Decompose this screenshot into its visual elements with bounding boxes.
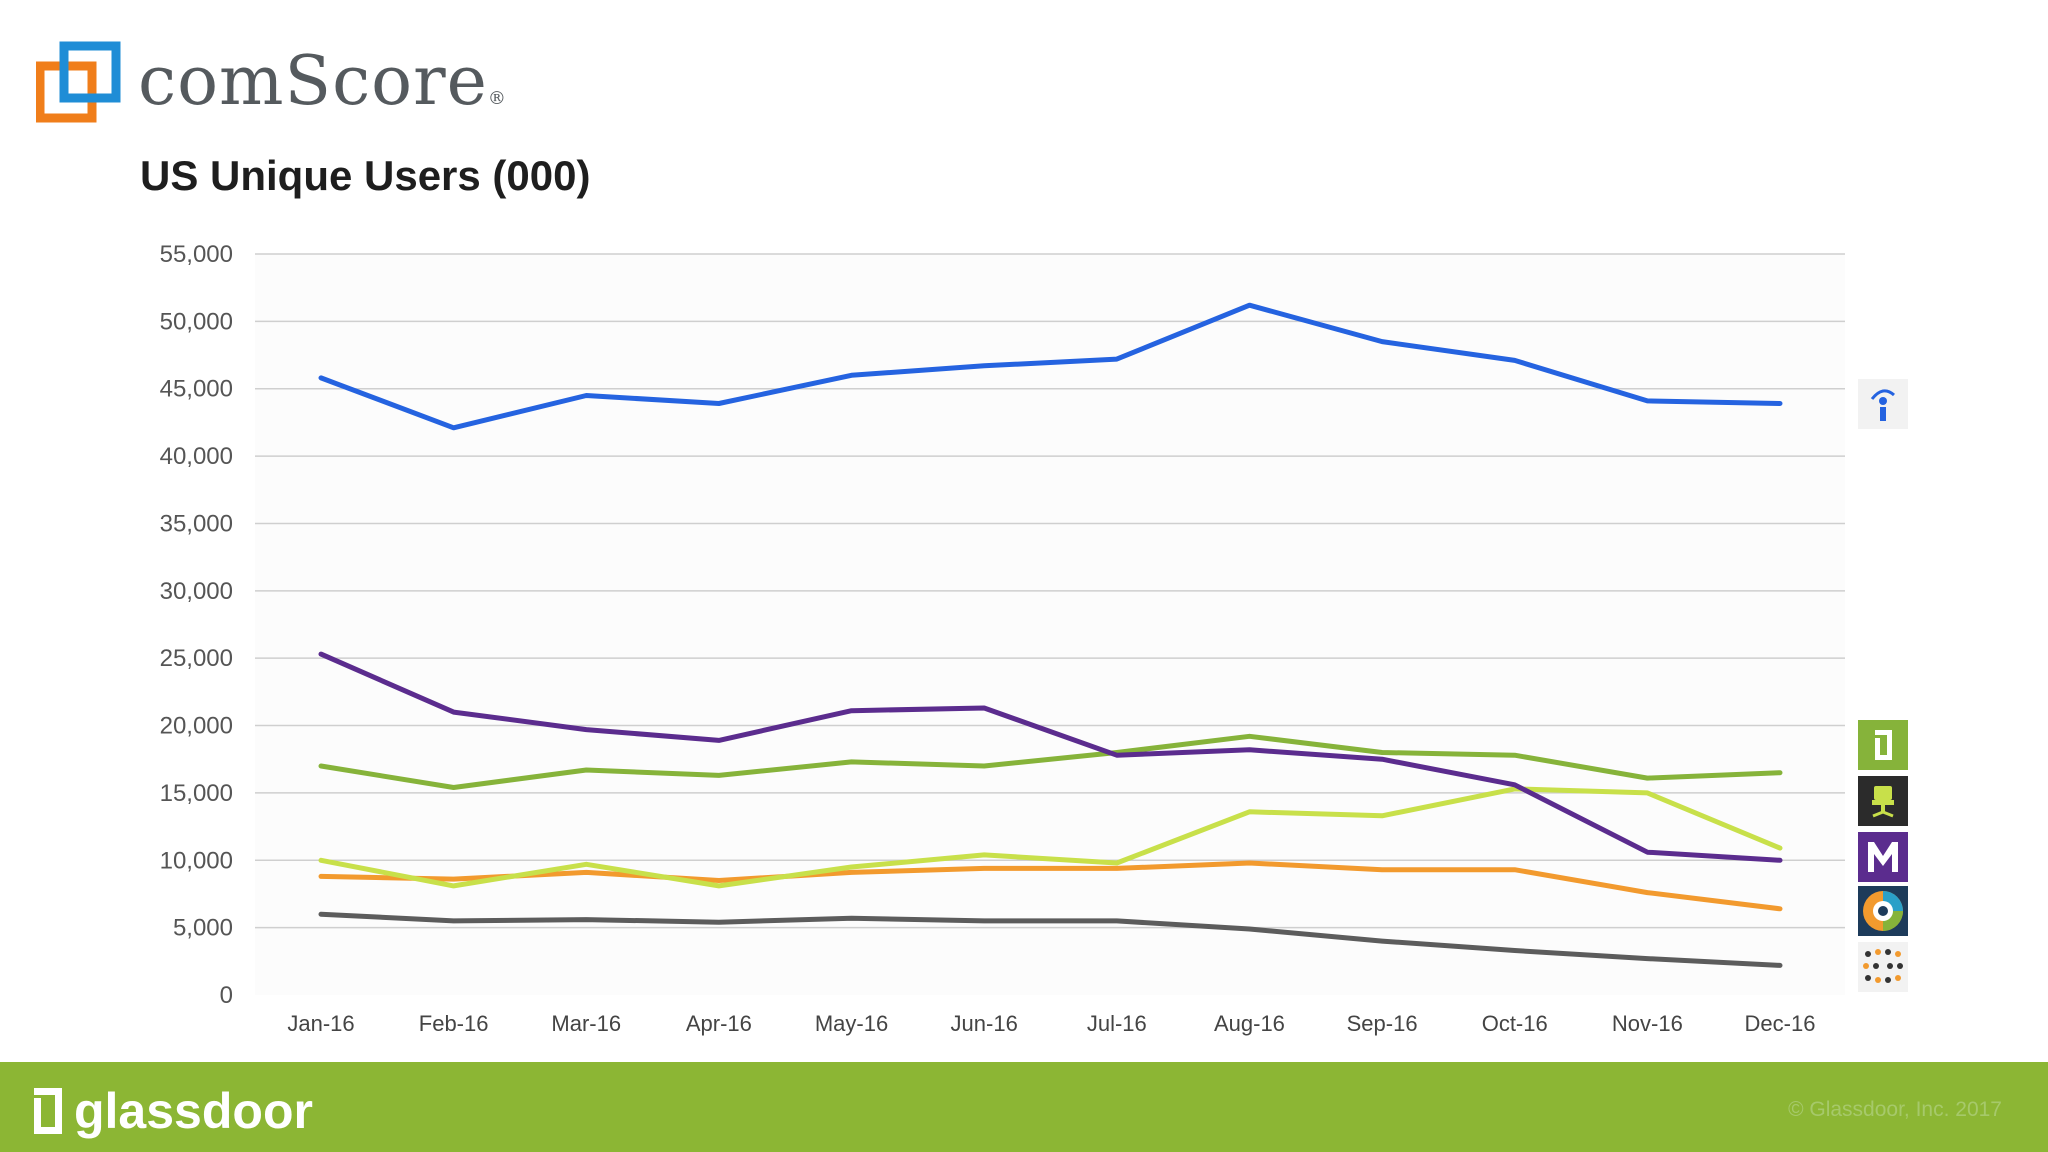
series-line-ziprecruiter — [318, 911, 1783, 968]
glassdoor-wordmark: glassdoor — [74, 1083, 313, 1139]
x-tick-label: Jan-16 — [287, 1011, 354, 1036]
y-tick-label: 45,000 — [160, 376, 233, 403]
monster-icon — [1858, 832, 1908, 882]
x-tick-label: May-16 — [815, 1011, 888, 1036]
careerbuilder-icon — [1858, 776, 1908, 826]
series-line-careerbuilder-circle — [318, 860, 1783, 912]
y-tick-label: 55,000 — [160, 241, 233, 268]
y-tick-label: 25,000 — [160, 645, 233, 672]
series-lines — [318, 302, 1783, 968]
glassdoor-logo: glassdoor — [30, 1082, 313, 1140]
y-tick-label: 10,000 — [160, 847, 233, 874]
x-tick-label: Dec-16 — [1745, 1011, 1816, 1036]
x-axis: Jan-16 Feb-16 Mar-16 Apr-16 May-16 Jun-16 Jul-… — [287, 1011, 1815, 1036]
glassdoor-icon — [1858, 720, 1908, 770]
indeed-icon — [1858, 379, 1908, 429]
x-tick-label: Mar-16 — [551, 1011, 621, 1036]
x-tick-label: Apr-16 — [686, 1011, 752, 1036]
chart-title: US Unique Users (000) — [140, 152, 591, 199]
series-line-glassdoor — [318, 733, 1783, 790]
x-tick-label: Jul-16 — [1087, 1011, 1147, 1036]
y-tick-label: 35,000 — [160, 510, 233, 537]
line-chart: 0 5,000 10,000 15,000 20,000 25,000 30,000 35,0… — [160, 241, 1845, 1036]
careerbuilder-circle-icon — [1858, 886, 1908, 936]
y-tick-label: 5,000 — [173, 915, 233, 942]
glassdoor-door-icon — [34, 1088, 62, 1134]
y-tick-label: 20,000 — [160, 713, 233, 740]
series-line-careerbuilder — [318, 786, 1783, 889]
gridlines — [255, 253, 1845, 929]
x-tick-label: Feb-16 — [419, 1011, 489, 1036]
y-tick-label: 0 — [220, 982, 233, 1009]
comscore-logo-icon — [36, 41, 121, 123]
series-line-indeed — [318, 302, 1783, 431]
y-tick-label: 30,000 — [160, 578, 233, 605]
y-tick-label: 15,000 — [160, 780, 233, 807]
y-tick-label: 50,000 — [160, 308, 233, 335]
x-tick-label: Jun-16 — [951, 1011, 1018, 1036]
y-tick-label: 40,000 — [160, 443, 233, 470]
x-tick-label: Nov-16 — [1612, 1011, 1683, 1036]
comscore-wordmark: comScore® — [138, 42, 507, 121]
copyright-text: © Glassdoor, Inc. 2017 — [1788, 1098, 2002, 1121]
footer-bar: glassdoor © Glassdoor, Inc. 2017 — [0, 1062, 2048, 1152]
comscore-logo: comScore® — [36, 38, 507, 126]
ziprecruiter-icon — [1858, 942, 1908, 992]
series-line-monster — [318, 651, 1783, 863]
x-tick-label: Aug-16 — [1214, 1011, 1285, 1036]
x-tick-label: Oct-16 — [1482, 1011, 1548, 1036]
plot-area — [255, 254, 1845, 995]
y-axis: 0 5,000 10,000 15,000 20,000 25,000 30,000 35,0… — [160, 241, 233, 1009]
x-tick-label: Sep-16 — [1347, 1011, 1418, 1036]
